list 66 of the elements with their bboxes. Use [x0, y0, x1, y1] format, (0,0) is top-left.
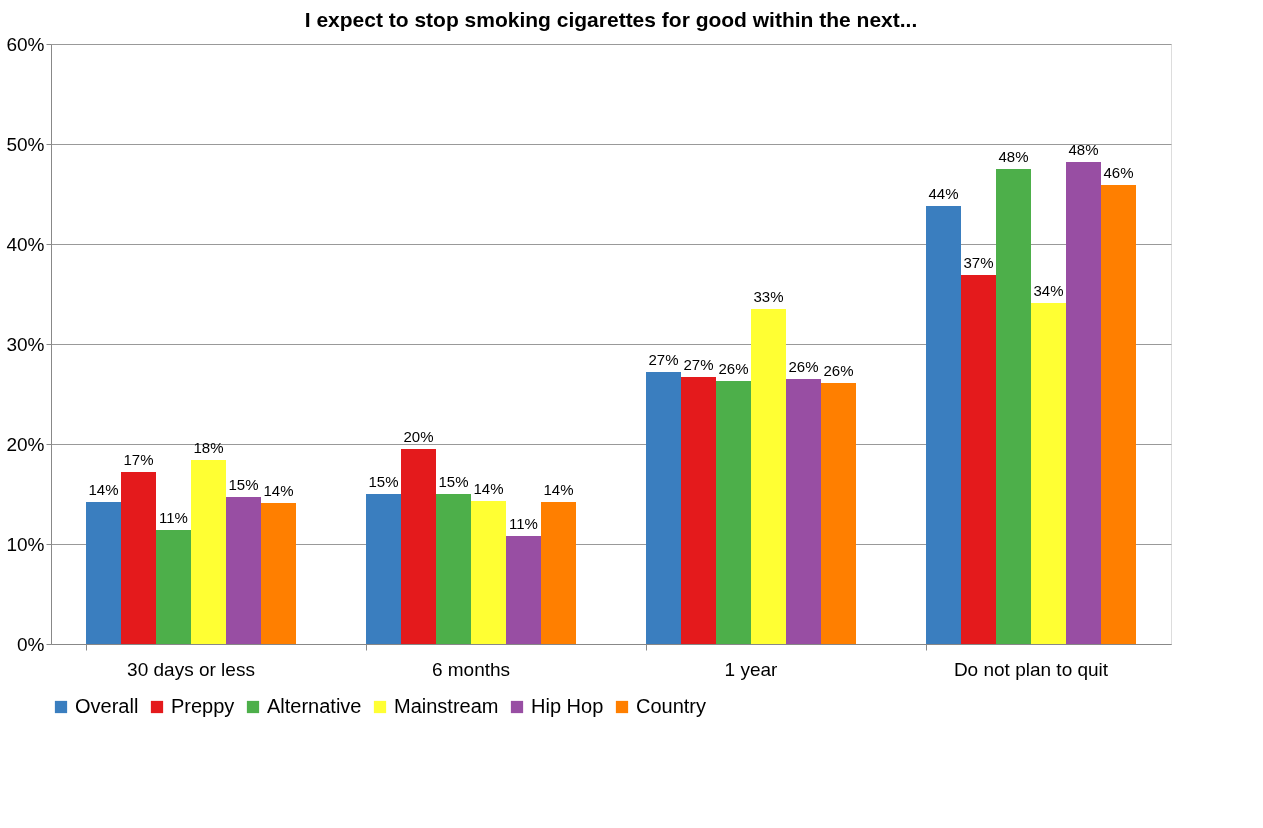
- data-label: 34%: [1033, 282, 1064, 299]
- data-label: 26%: [788, 358, 819, 375]
- bar: [261, 503, 296, 644]
- data-label: 46%: [1103, 164, 1134, 181]
- data-label: 33%: [753, 288, 784, 305]
- bar: [961, 275, 996, 644]
- legend-label: Overall: [75, 695, 139, 717]
- x-tick-label: 6 months: [431, 658, 511, 680]
- bar: [751, 309, 786, 644]
- data-label: 17%: [123, 451, 154, 468]
- bar: [541, 502, 576, 644]
- bar: [716, 381, 751, 644]
- data-label: 37%: [963, 254, 994, 271]
- y-tick-label: 60%: [6, 33, 45, 55]
- bar: [401, 449, 436, 644]
- chart-title: I expect to stop smoking cigarettes for good within the next...: [304, 8, 918, 31]
- x-tick-label: 1 year: [724, 658, 779, 680]
- data-label: 27%: [648, 351, 679, 368]
- legend-label: Country: [636, 695, 707, 717]
- x-tick-label: Do not plan to quit: [953, 658, 1109, 680]
- bar: [121, 472, 156, 644]
- bar: [86, 502, 121, 644]
- data-label: 11%: [509, 515, 538, 532]
- data-label: 27%: [683, 356, 714, 373]
- data-label: 26%: [823, 362, 854, 379]
- data-label: 15%: [438, 473, 469, 490]
- bar: [1031, 303, 1066, 644]
- data-label: 14%: [473, 480, 504, 497]
- y-tick-label: 40%: [6, 233, 45, 255]
- data-label: 14%: [263, 482, 294, 499]
- x-tick-label: 30 days or less: [127, 658, 255, 680]
- legend-label: Alternative: [267, 695, 362, 717]
- data-label: 18%: [193, 439, 224, 456]
- bar: [646, 372, 681, 644]
- bar: [996, 169, 1031, 644]
- bar: [1101, 185, 1136, 644]
- data-label: 15%: [368, 473, 399, 490]
- legend-label: Preppy: [171, 695, 235, 717]
- y-tick-label: 30%: [6, 333, 45, 355]
- legend-label: Hip Hop: [531, 695, 604, 717]
- bar: [471, 501, 506, 644]
- data-label: 20%: [403, 428, 434, 445]
- bar: [156, 530, 191, 644]
- bar: [821, 383, 856, 644]
- data-label: 48%: [1068, 141, 1099, 158]
- bar: [226, 497, 261, 644]
- data-label: 44%: [928, 185, 959, 202]
- data-label: 48%: [998, 148, 1029, 165]
- bar: [926, 206, 961, 644]
- bar: [506, 536, 541, 644]
- bar: [436, 494, 471, 644]
- bar: [1066, 162, 1101, 644]
- data-label: 14%: [543, 481, 574, 498]
- data-label: 14%: [88, 481, 119, 498]
- bar: [786, 379, 821, 644]
- y-tick-label: 50%: [6, 133, 45, 155]
- data-label: 15%: [228, 476, 259, 493]
- bar: [681, 377, 716, 644]
- bar: [191, 460, 226, 644]
- data-label: 11%: [159, 509, 188, 526]
- data-label: 26%: [718, 360, 749, 377]
- y-tick-label: 0%: [17, 633, 45, 655]
- y-tick-label: 20%: [6, 433, 45, 455]
- bar: [366, 494, 401, 644]
- y-tick-label: 10%: [6, 533, 45, 555]
- legend-label: Mainstream: [394, 695, 499, 717]
